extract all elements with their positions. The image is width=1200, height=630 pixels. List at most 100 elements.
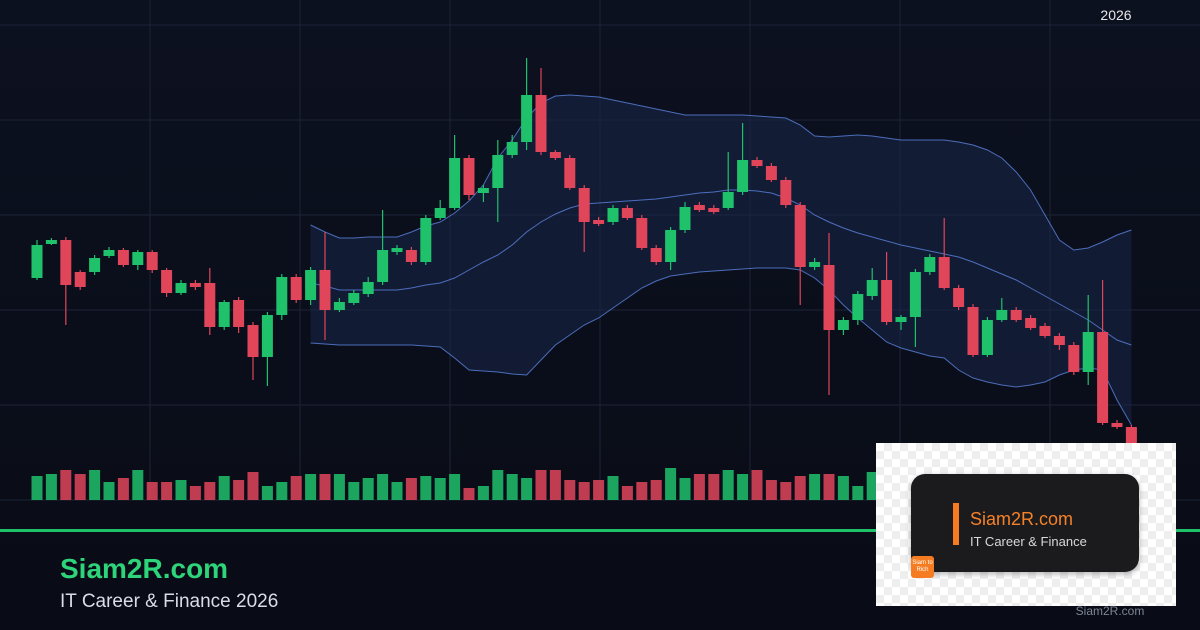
candle-body <box>305 270 317 300</box>
volume-bar <box>621 486 633 500</box>
candle-body <box>1097 332 1109 423</box>
volume-bar <box>636 482 648 500</box>
band-line <box>310 267 1132 426</box>
volume-bar <box>751 470 763 500</box>
volume-bar <box>319 474 331 500</box>
candle-body <box>319 270 331 310</box>
candle-body <box>866 280 878 296</box>
volume-bar <box>693 474 705 500</box>
candle-body <box>564 158 576 188</box>
volume-bar <box>477 486 489 500</box>
candle-body <box>31 245 43 278</box>
candle-body <box>146 252 158 270</box>
volume-bar <box>60 470 72 500</box>
candle-body <box>60 240 72 285</box>
candle-body <box>751 160 763 166</box>
candle-body <box>89 258 101 272</box>
candle-body <box>708 208 720 212</box>
candle-body <box>1125 427 1137 445</box>
candle-body <box>405 250 417 262</box>
candle-body <box>636 218 648 248</box>
volume-bar <box>794 476 806 500</box>
candle-body <box>852 294 864 320</box>
volume-bar <box>377 474 389 500</box>
volume-bar <box>535 470 547 500</box>
candle-body <box>881 280 893 322</box>
candle-body <box>204 283 216 327</box>
candle-body <box>665 230 677 262</box>
card-tagline: IT Career & Finance <box>970 534 1087 549</box>
logo-overlay: Siam2R.com IT Career & Finance Siam to R… <box>876 443 1176 606</box>
candle-body <box>103 250 115 256</box>
candle-body <box>247 325 259 357</box>
volume-bar <box>823 474 835 500</box>
volume-bar <box>405 478 417 500</box>
candle-body <box>938 257 950 288</box>
candle-body <box>290 277 302 300</box>
volume-bar <box>434 478 446 500</box>
candle-body <box>780 180 792 205</box>
candle-body <box>161 270 173 293</box>
volume-bar <box>276 482 288 500</box>
volume-bar <box>593 480 605 500</box>
candle-body <box>175 283 187 293</box>
candle-body <box>1010 310 1022 320</box>
volume-bar <box>549 470 561 500</box>
candle-body <box>909 272 921 317</box>
candle-body <box>996 310 1008 320</box>
candle-body <box>189 283 201 287</box>
candle-body <box>132 252 144 265</box>
volume-bar <box>650 480 662 500</box>
volume-bar <box>708 474 720 500</box>
candle-body <box>261 315 273 357</box>
candle-body <box>521 95 533 142</box>
candle-body <box>449 158 461 208</box>
volume-bar <box>362 478 374 500</box>
candle-body <box>765 166 777 180</box>
volume-bar <box>132 470 144 500</box>
candle-body <box>348 293 360 303</box>
volume-bar <box>305 474 317 500</box>
candle-body <box>693 205 705 210</box>
candle-body <box>45 240 57 244</box>
volume-bar <box>665 468 677 500</box>
logo-badge: Siam to Rich <box>911 556 934 578</box>
plot <box>31 58 1137 500</box>
volume-bar <box>737 474 749 500</box>
candle-body <box>981 320 993 355</box>
volume-bar <box>31 476 43 500</box>
volume-bar <box>204 482 216 500</box>
candle-body <box>463 158 475 195</box>
band-line <box>310 189 1132 346</box>
volume-bar <box>765 480 777 500</box>
volume-bar <box>809 474 821 500</box>
volume-bar <box>449 474 461 500</box>
watermark: Siam2R.com <box>1076 604 1145 618</box>
accent-bar <box>953 503 959 545</box>
candle-body <box>837 320 849 330</box>
candle-body <box>1068 345 1080 372</box>
volume-bar <box>117 478 129 500</box>
volume-bar <box>521 478 533 500</box>
candle-body <box>377 250 389 282</box>
volume-bar <box>74 474 86 500</box>
candle-body <box>1082 332 1094 372</box>
candle-body <box>1025 318 1037 328</box>
logo-card: Siam2R.com IT Career & Finance <box>911 474 1139 572</box>
brand: Siam2R.com <box>60 553 228 584</box>
volume-bar <box>564 480 576 500</box>
volume-bar <box>146 482 158 500</box>
candle-body <box>434 208 446 218</box>
volume-bar <box>247 472 259 500</box>
volume-bar <box>348 482 360 500</box>
candle-body <box>218 302 230 327</box>
candle-body <box>477 188 489 193</box>
candle-body <box>722 192 734 208</box>
band-line <box>310 94 1132 251</box>
candle-body <box>362 282 374 294</box>
candle-body <box>549 152 561 158</box>
volume-bar <box>233 480 245 500</box>
candle-body <box>117 250 129 265</box>
candle-body <box>809 262 821 267</box>
